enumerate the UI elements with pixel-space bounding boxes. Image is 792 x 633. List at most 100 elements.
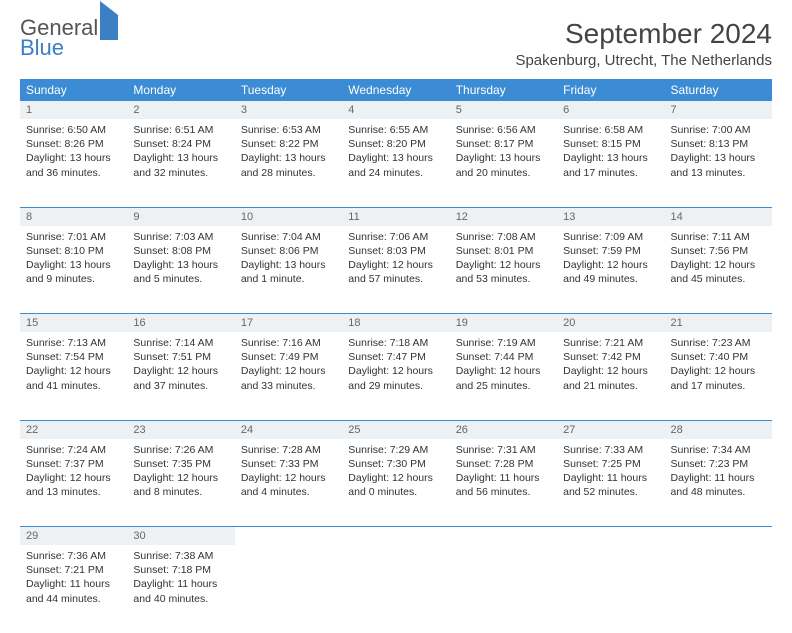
day-line: and 17 minutes.	[671, 379, 766, 393]
day-line: Sunrise: 6:58 AM	[563, 123, 658, 137]
day-line: Sunrise: 7:23 AM	[671, 336, 766, 350]
day-cell: Sunrise: 6:53 AMSunset: 8:22 PMDaylight:…	[235, 119, 342, 207]
day-line: Sunrise: 7:33 AM	[563, 443, 658, 457]
day-line: Sunset: 7:44 PM	[456, 350, 551, 364]
day-line: Daylight: 12 hours	[456, 258, 551, 272]
day-line: Sunset: 7:56 PM	[671, 244, 766, 258]
day-line: Daylight: 12 hours	[348, 364, 443, 378]
day-line: and 21 minutes.	[563, 379, 658, 393]
day-line: and 44 minutes.	[26, 592, 121, 606]
day-cell	[450, 545, 557, 633]
day-header-row: Sunday Monday Tuesday Wednesday Thursday…	[20, 79, 772, 101]
day-line: and 56 minutes.	[456, 485, 551, 499]
day-cell: Sunrise: 6:58 AMSunset: 8:15 PMDaylight:…	[557, 119, 664, 207]
day-line: Sunset: 7:37 PM	[26, 457, 121, 471]
day-line: Sunset: 8:24 PM	[133, 137, 228, 151]
calendar-table: Sunday Monday Tuesday Wednesday Thursday…	[20, 79, 772, 633]
day-line: Sunset: 7:59 PM	[563, 244, 658, 258]
day-line: Sunset: 8:13 PM	[671, 137, 766, 151]
day-number: 13	[557, 207, 664, 226]
day-cell: Sunrise: 7:04 AMSunset: 8:06 PMDaylight:…	[235, 226, 342, 314]
day-number: 21	[665, 314, 772, 333]
day-line: Sunset: 7:25 PM	[563, 457, 658, 471]
day-line: and 33 minutes.	[241, 379, 336, 393]
day-line: Sunset: 8:22 PM	[241, 137, 336, 151]
daynum-row: 15161718192021	[20, 314, 772, 333]
daynum-row: 1234567	[20, 101, 772, 119]
day-number: 4	[342, 101, 449, 119]
day-line: Sunset: 8:26 PM	[26, 137, 121, 151]
day-line: and 29 minutes.	[348, 379, 443, 393]
title-block: September 2024 Spakenburg, Utrecht, The …	[515, 18, 772, 69]
logo-text: General Blue	[20, 18, 118, 58]
day-number: 14	[665, 207, 772, 226]
week-row: Sunrise: 7:13 AMSunset: 7:54 PM Daylight:…	[20, 332, 772, 420]
day-number	[342, 527, 449, 546]
day-number: 8	[20, 207, 127, 226]
day-line: Sunrise: 7:21 AM	[563, 336, 658, 350]
day-line: Sunset: 8:03 PM	[348, 244, 443, 258]
day-cell	[557, 545, 664, 633]
day-line: and 36 minutes.	[26, 166, 121, 180]
week-row: Sunrise: 7:24 AMSunset: 7:37 PMDaylight:…	[20, 439, 772, 527]
day-header: Monday	[127, 79, 234, 101]
day-line: Sunrise: 6:51 AM	[133, 123, 228, 137]
day-cell: Sunrise: 7:16 AMSunset: 7:49 PMDaylight:…	[235, 332, 342, 420]
day-cell: Sunrise: 6:56 AMSunset: 8:17 PMDaylight:…	[450, 119, 557, 207]
day-cell: Sunrise: 7:19 AMSunset: 7:44 PMDaylight:…	[450, 332, 557, 420]
day-line: and 32 minutes.	[133, 166, 228, 180]
day-number: 7	[665, 101, 772, 119]
day-cell: Sunrise: 7:31 AMSunset: 7:28 PMDaylight:…	[450, 439, 557, 527]
day-line: Sunset: 7:30 PM	[348, 457, 443, 471]
day-cell: Sunrise: 7:26 AMSunset: 7:35 PMDaylight:…	[127, 439, 234, 527]
day-line: Sunrise: 7:13 AM	[26, 336, 121, 350]
day-number: 18	[342, 314, 449, 333]
day-line: Sunset: 7:28 PM	[456, 457, 551, 471]
day-line: Sunrise: 7:00 AM	[671, 123, 766, 137]
day-line: and 13 minutes.	[26, 485, 121, 499]
day-cell: Sunrise: 7:01 AMSunset: 8:10 PMDaylight:…	[20, 226, 127, 314]
day-line: Daylight: 11 hours	[133, 577, 228, 591]
day-line: Sunrise: 7:14 AM	[133, 336, 228, 350]
day-cell: Sunrise: 6:55 AMSunset: 8:20 PMDaylight:…	[342, 119, 449, 207]
day-line: and 9 minutes.	[26, 272, 121, 286]
day-cell: Sunrise: 7:34 AMSunset: 7:23 PMDaylight:…	[665, 439, 772, 527]
day-line: Sunrise: 7:31 AM	[456, 443, 551, 457]
day-line: Sunrise: 7:08 AM	[456, 230, 551, 244]
day-number: 1	[20, 101, 127, 119]
day-line: Sunset: 7:42 PM	[563, 350, 658, 364]
day-line: Sunset: 8:08 PM	[133, 244, 228, 258]
day-header: Friday	[557, 79, 664, 101]
day-cell: Sunrise: 7:18 AMSunset: 7:47 PMDaylight:…	[342, 332, 449, 420]
location: Spakenburg, Utrecht, The Netherlands	[515, 52, 772, 69]
day-line: Daylight: 12 hours	[348, 471, 443, 485]
day-line: Sunrise: 6:56 AM	[456, 123, 551, 137]
day-line: Sunset: 8:17 PM	[456, 137, 551, 151]
day-line: and 52 minutes.	[563, 485, 658, 499]
day-line: Sunset: 7:54 PM	[26, 350, 121, 364]
day-number: 3	[235, 101, 342, 119]
day-line: and 25 minutes.	[456, 379, 551, 393]
day-cell: Sunrise: 7:28 AMSunset: 7:33 PMDaylight:…	[235, 439, 342, 527]
day-line: Sunrise: 6:55 AM	[348, 123, 443, 137]
day-cell: Sunrise: 7:11 AMSunset: 7:56 PMDaylight:…	[665, 226, 772, 314]
day-line: and 4 minutes.	[241, 485, 336, 499]
day-number: 23	[127, 420, 234, 439]
day-line: and 24 minutes.	[348, 166, 443, 180]
week-row: Sunrise: 7:01 AMSunset: 8:10 PMDaylight:…	[20, 226, 772, 314]
logo-line2: Blue	[20, 35, 64, 60]
day-cell: Sunrise: 7:21 AMSunset: 7:42 PMDaylight:…	[557, 332, 664, 420]
day-line: Daylight: 12 hours	[133, 364, 228, 378]
day-line: Sunset: 8:01 PM	[456, 244, 551, 258]
day-line: Sunrise: 7:38 AM	[133, 549, 228, 563]
day-number: 16	[127, 314, 234, 333]
day-line: and 28 minutes.	[241, 166, 336, 180]
day-line: Daylight: 13 hours	[133, 151, 228, 165]
day-line: Sunrise: 7:11 AM	[671, 230, 766, 244]
daynum-row: 2930	[20, 527, 772, 546]
day-line: Daylight: 11 hours	[26, 577, 121, 591]
day-line: and 5 minutes.	[133, 272, 228, 286]
day-line: Sunset: 8:15 PM	[563, 137, 658, 151]
day-number: 28	[665, 420, 772, 439]
day-line: Daylight: 12 hours	[241, 364, 336, 378]
